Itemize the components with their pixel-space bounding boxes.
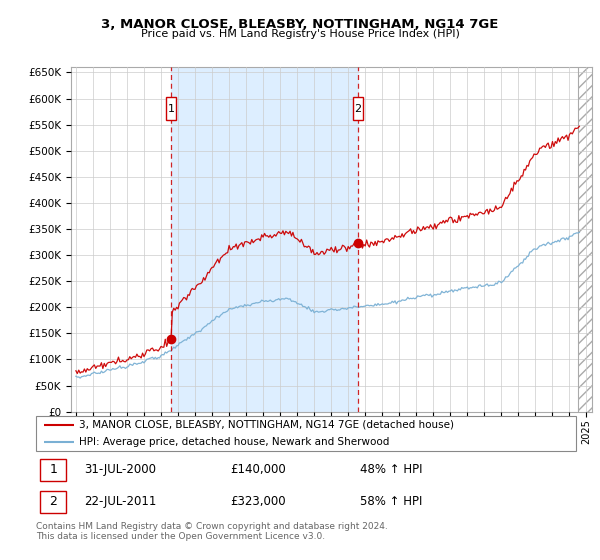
- Text: 2: 2: [49, 496, 57, 508]
- Text: 3, MANOR CLOSE, BLEASBY, NOTTINGHAM, NG14 7GE: 3, MANOR CLOSE, BLEASBY, NOTTINGHAM, NG1…: [101, 18, 499, 31]
- Text: 22-JUL-2011: 22-JUL-2011: [85, 496, 157, 508]
- Text: 1: 1: [167, 104, 175, 114]
- FancyBboxPatch shape: [166, 97, 176, 120]
- Text: £323,000: £323,000: [230, 496, 286, 508]
- Text: 2: 2: [355, 104, 362, 114]
- Text: 58% ↑ HPI: 58% ↑ HPI: [360, 496, 422, 508]
- Text: 48% ↑ HPI: 48% ↑ HPI: [360, 463, 422, 476]
- Bar: [578, 67, 600, 412]
- FancyBboxPatch shape: [36, 416, 576, 451]
- FancyBboxPatch shape: [40, 491, 66, 513]
- Text: 1: 1: [49, 463, 57, 476]
- FancyBboxPatch shape: [353, 97, 363, 120]
- Text: £140,000: £140,000: [230, 463, 286, 476]
- Bar: [578, 67, 600, 412]
- Text: 3, MANOR CLOSE, BLEASBY, NOTTINGHAM, NG14 7GE (detached house): 3, MANOR CLOSE, BLEASBY, NOTTINGHAM, NG1…: [79, 420, 454, 430]
- Text: Price paid vs. HM Land Registry's House Price Index (HPI): Price paid vs. HM Land Registry's House …: [140, 29, 460, 39]
- Bar: [171, 67, 358, 412]
- Text: HPI: Average price, detached house, Newark and Sherwood: HPI: Average price, detached house, Newa…: [79, 437, 389, 447]
- FancyBboxPatch shape: [40, 459, 66, 480]
- Text: 31-JUL-2000: 31-JUL-2000: [85, 463, 157, 476]
- Text: Contains HM Land Registry data © Crown copyright and database right 2024.
This d: Contains HM Land Registry data © Crown c…: [36, 522, 388, 542]
